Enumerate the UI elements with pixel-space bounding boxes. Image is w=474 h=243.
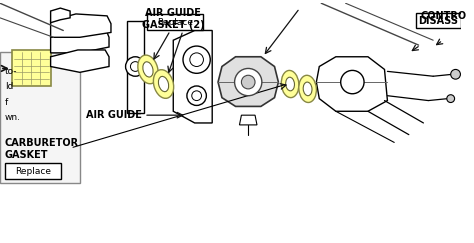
Polygon shape xyxy=(127,21,144,113)
Text: Replace: Replace xyxy=(157,18,193,27)
Text: AIR GUIDE
GASKET (2): AIR GUIDE GASKET (2) xyxy=(142,8,205,31)
Circle shape xyxy=(190,53,203,67)
FancyBboxPatch shape xyxy=(416,13,461,27)
Text: f: f xyxy=(5,98,8,107)
Text: wn.: wn. xyxy=(5,113,21,122)
Polygon shape xyxy=(316,57,387,111)
Circle shape xyxy=(187,86,206,105)
Circle shape xyxy=(192,91,201,101)
Text: ld: ld xyxy=(5,82,13,91)
Circle shape xyxy=(241,75,255,89)
Text: AIR GUIDE: AIR GUIDE xyxy=(86,110,142,120)
Text: CONTRO: CONTRO xyxy=(420,11,466,21)
FancyBboxPatch shape xyxy=(5,163,61,179)
Polygon shape xyxy=(51,8,70,23)
Circle shape xyxy=(235,69,262,96)
Polygon shape xyxy=(12,50,51,86)
Circle shape xyxy=(341,70,364,94)
FancyBboxPatch shape xyxy=(147,14,203,30)
Text: to-: to- xyxy=(5,67,18,76)
Polygon shape xyxy=(173,30,212,123)
Text: CARBURETOR
GASKET: CARBURETOR GASKET xyxy=(5,138,79,160)
Ellipse shape xyxy=(286,77,294,91)
Circle shape xyxy=(447,95,455,103)
Polygon shape xyxy=(218,57,278,106)
Polygon shape xyxy=(51,14,111,37)
Circle shape xyxy=(183,46,210,73)
Polygon shape xyxy=(51,27,109,53)
Ellipse shape xyxy=(158,76,169,92)
Ellipse shape xyxy=(154,70,173,98)
Ellipse shape xyxy=(303,82,312,96)
Ellipse shape xyxy=(143,62,153,77)
Text: DISASS: DISASS xyxy=(418,16,458,26)
Ellipse shape xyxy=(138,55,158,84)
Ellipse shape xyxy=(281,70,299,98)
Circle shape xyxy=(130,62,140,71)
Ellipse shape xyxy=(299,75,317,103)
Circle shape xyxy=(126,57,145,76)
Circle shape xyxy=(451,69,460,79)
Text: Replace: Replace xyxy=(15,167,51,176)
Polygon shape xyxy=(51,50,109,72)
Polygon shape xyxy=(239,115,257,125)
FancyBboxPatch shape xyxy=(0,52,80,183)
